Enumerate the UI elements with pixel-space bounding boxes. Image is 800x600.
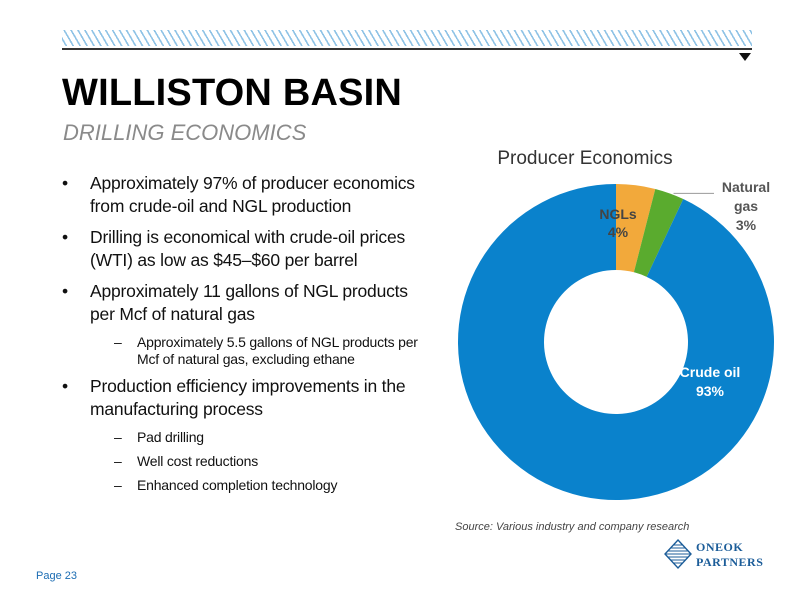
triangle-down-icon [739,53,751,61]
bullet-dash: – [114,477,122,493]
page-number: Page 23 [36,570,77,582]
bullet-dot: • [62,173,68,193]
label-crude-oil: Crude oil [680,364,741,380]
bullet-dash: – [114,453,122,469]
value-ngls: 4% [608,224,629,240]
bullet-item: – Well cost reductions [60,453,435,470]
bullet-text: Approximately 5.5 gallons of NGL product… [137,334,418,367]
header-rule [62,48,752,50]
logo-line-2: PARTNERS [696,555,764,569]
bullet-dot: • [62,227,68,247]
bullet-item: – Enhanced completion technology [60,477,435,494]
bullet-list: • Approximately 97% of producer economics… [60,172,435,501]
bullet-dash: – [114,429,122,445]
header-hatch-band [62,30,752,46]
bullet-item: – Approximately 5.5 gallons of NGL produc… [60,334,435,368]
source-note: Source: Various industry and company res… [455,521,690,533]
bullet-dot: • [62,281,68,301]
bullet-text: Well cost reductions [137,453,259,469]
oneok-diamond-logo-icon [664,538,692,570]
slide-subtitle: DRILLING ECONOMICS [63,120,307,145]
label-ngls: NGLs [599,206,637,222]
slice-natural-gas [633,188,684,277]
bullet-item: – Pad drilling [60,429,435,446]
bullet-text: Drilling is economical with crude-oil pr… [90,227,406,270]
bullet-text: Approximately 97% of producer economics … [90,173,415,216]
bullet-item: • Approximately 97% of producer economics… [60,172,435,218]
bullet-text: Pad drilling [137,429,204,445]
bullet-text: Production efficiency improvements in th… [90,376,406,419]
bullet-dot: • [62,376,68,396]
slice-crude-oil [458,184,774,500]
oneok-partners-logo: ONEOK PARTNERS [664,538,774,578]
chart-title: Producer Economics [497,148,672,169]
logo-line-1: ONEOK [696,540,744,554]
label-natural-gas-line-2: gas [734,198,758,214]
bullet-text: Enhanced completion technology [137,477,338,493]
value-crude-oil: 93% [696,383,725,399]
bullet-item: • Production efficiency improvements in t… [60,375,435,421]
bullet-text: Approximately 11 gallons of NGL products… [90,281,408,324]
label-natural-gas-line-1: Natural [722,179,770,195]
bullet-dash: – [114,334,122,350]
bullet-item: • Drilling is economical with crude-oil p… [60,226,435,272]
bullet-item: • Approximately 11 gallons of NGL product… [60,280,435,326]
slide-title: WILLISTON BASIN [62,72,403,114]
value-natural-gas: 3% [736,217,757,233]
slice-ngls [616,184,656,273]
producer-economics-donut-chart: Producer Economics NGLs 4% Natural gas 3% Cru… [458,148,774,500]
